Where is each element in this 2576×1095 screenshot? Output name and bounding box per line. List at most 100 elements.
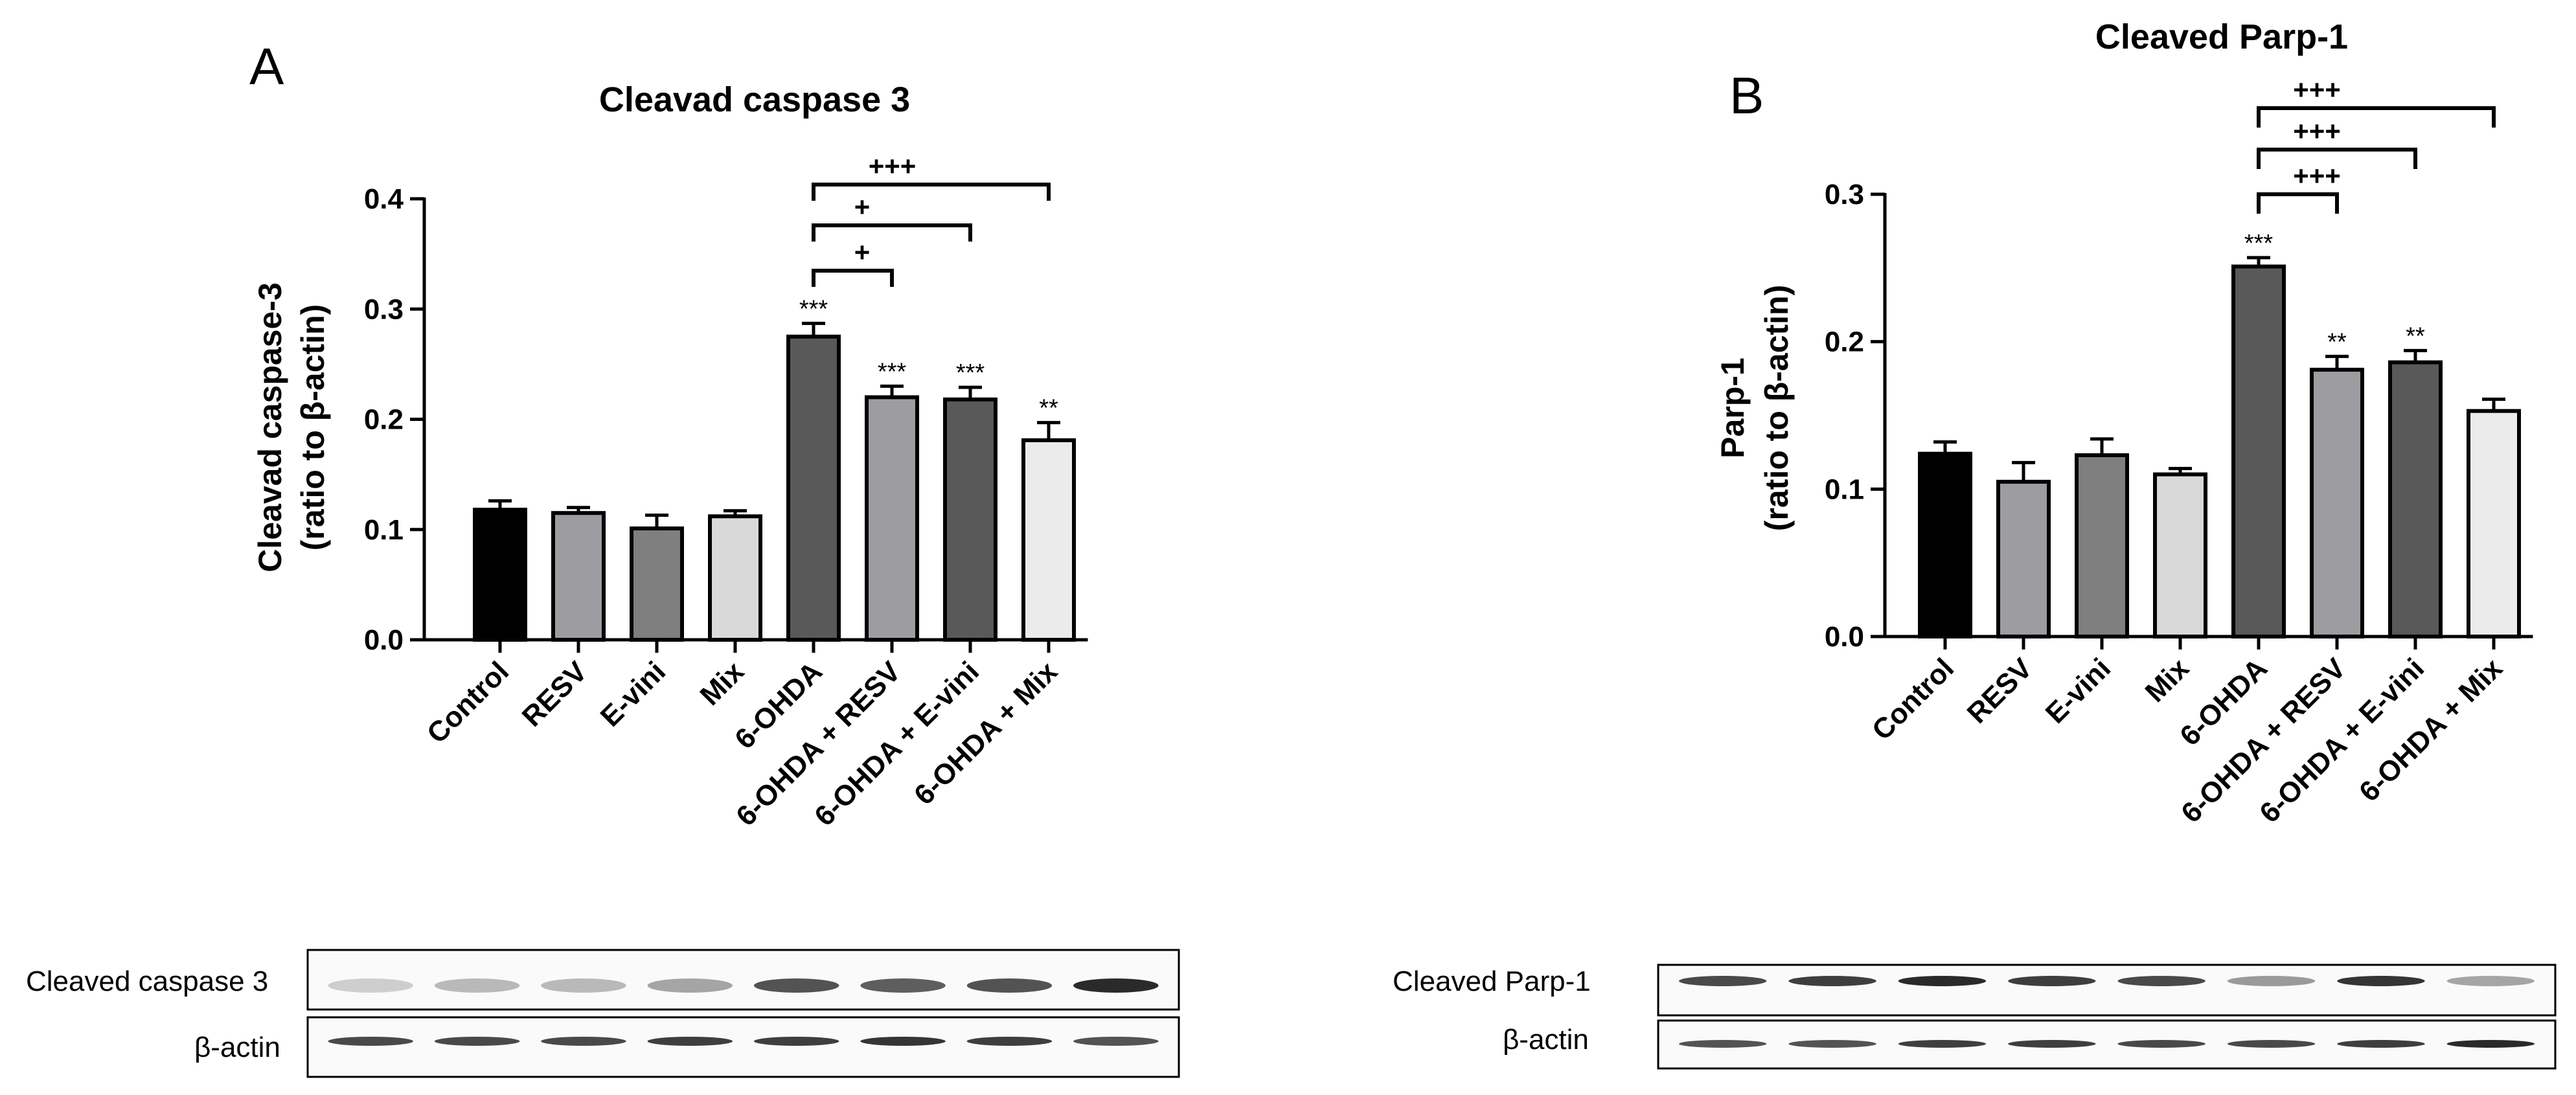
blot-band [328, 1037, 413, 1046]
blot-b-row2-label: β-actin [1503, 1024, 1589, 1055]
blot-band [1788, 1040, 1876, 1048]
blot-b-row1-label: Cleaved Parp-1 [1393, 965, 1591, 997]
comparison-bracket [2257, 106, 2496, 128]
chart-b-ylabel-line2: (ratio to β-actin) [1759, 285, 1795, 532]
category-label: Control [1866, 652, 1960, 746]
y-tick-label: 0.0 [1825, 621, 1864, 653]
blot-band [2227, 1040, 2316, 1048]
comparison-bracket [2257, 192, 2339, 214]
blot-band [2008, 1040, 2096, 1048]
comparison-label: +++ [869, 151, 917, 181]
bar [786, 334, 841, 642]
panel-letter-b: B [1729, 67, 1764, 124]
significance-label: *** [878, 358, 907, 385]
category-label: 6-OHDA + Mix [2353, 652, 2509, 807]
y-tick-label: 0.0 [364, 624, 404, 656]
category-label: RESV [516, 655, 594, 733]
chart-b-ylabel-line1: Parp-1 [1715, 357, 1751, 458]
significance-label: *** [2244, 230, 2274, 257]
chart-a-annotations: ****** *****+++++ [799, 151, 1058, 422]
comparison-bracket [812, 269, 894, 287]
chart-b-y-axis: 0.0 0.1 0.2 0.3 [1825, 179, 2533, 653]
comparison-label: +++ [2293, 116, 2341, 146]
significance-label: ** [1039, 395, 1058, 422]
blot-band [328, 978, 413, 993]
y-tick-label: 0.4 [364, 183, 404, 215]
blot-band [1898, 976, 1987, 986]
western-blot-a: Cleaved caspase 3 β-actin [26, 949, 1180, 1078]
y-tick-label: 0.1 [1825, 473, 1864, 505]
blot-a-row1-frame [306, 949, 1180, 1011]
blot-band [2117, 976, 2206, 986]
category-label: 6-OHDA + Mix [908, 655, 1064, 811]
significance-label: *** [799, 295, 828, 322]
chart-a: A Cleavad caspase 3 Cleavad caspase-3 (r… [249, 38, 1088, 832]
bar [2231, 264, 2286, 639]
blot-band [753, 1037, 839, 1046]
category-label: Control [421, 655, 515, 749]
chart-b-bars [1918, 256, 2521, 639]
comparison-label: + [854, 237, 871, 267]
blot-a-row2-label: β-actin [194, 1032, 280, 1063]
blot-b-row1-frame [1657, 964, 2557, 1017]
y-tick-label: 0.3 [364, 293, 404, 325]
blot-band [2227, 976, 2316, 986]
blot-band [2337, 976, 2425, 986]
bar [2075, 453, 2129, 638]
category-label: E-vini [2040, 652, 2117, 729]
blot-a-row2-frame [306, 1016, 1180, 1078]
bar [943, 397, 997, 642]
comparison-label: +++ [2293, 74, 2341, 105]
comparison-label: + [854, 192, 871, 222]
blot-band [2446, 976, 2535, 986]
blot-band [860, 978, 946, 993]
chart-a-ylabel-line1: Cleavad caspase-3 [252, 282, 288, 572]
blot-a-row1-bands [328, 978, 1159, 993]
blot-band [1073, 978, 1159, 993]
bar [1021, 438, 1076, 642]
blot-band [1678, 976, 1767, 986]
blot-band [2008, 976, 2096, 986]
blot-band [434, 1037, 520, 1046]
category-label: RESV [1961, 652, 2039, 730]
chart-b-annotations: ***** **+++++++++ [2244, 74, 2496, 356]
bar [2467, 409, 2521, 638]
chart-a-ylabel-line2: (ratio to β-actin) [295, 304, 331, 551]
y-tick-label: 0.2 [364, 404, 404, 436]
bar [551, 511, 606, 642]
chart-b-title: Cleaved Parp-1 [2095, 17, 2348, 56]
blot-band [647, 1037, 733, 1046]
western-blot-b: Cleaved Parp-1 β-actin [1393, 964, 2557, 1070]
category-label: E-vini [595, 655, 672, 732]
blot-a-row1-label: Cleaved caspase 3 [26, 965, 268, 997]
blot-band [966, 978, 1053, 993]
y-tick-label: 0.2 [1825, 326, 1864, 358]
category-label: Mix [694, 655, 751, 712]
blot-band [1073, 1037, 1159, 1046]
comparison-bracket [2257, 148, 2417, 169]
bar [2153, 472, 2207, 638]
blot-band [860, 1037, 946, 1046]
chart-b: B Cleaved Parp-1 Parp-1 (ratio to β-acti… [1715, 17, 2533, 829]
comparison-label: +++ [2293, 161, 2341, 191]
significance-label: ** [2406, 322, 2425, 350]
blot-band [1678, 1040, 1767, 1048]
blot-b-row2-bands [1678, 1040, 2535, 1048]
blot-band [2337, 1040, 2425, 1048]
chart-a-y-axis: 0.0 0.1 0.2 0.3 0.4 [364, 183, 1088, 656]
panel-letter-a: A [249, 38, 284, 95]
blot-band [2446, 1040, 2535, 1048]
chart-a-bars [473, 321, 1076, 642]
bar [865, 395, 919, 642]
bar [473, 508, 527, 642]
bar [1996, 479, 2051, 639]
blot-band [753, 978, 839, 993]
blot-band [966, 1037, 1053, 1046]
blot-band [541, 978, 626, 993]
blot-band [1898, 1040, 1987, 1048]
comparison-bracket [812, 183, 1051, 201]
category-label: Mix [2139, 652, 2196, 708]
y-tick-label: 0.3 [1825, 179, 1864, 210]
